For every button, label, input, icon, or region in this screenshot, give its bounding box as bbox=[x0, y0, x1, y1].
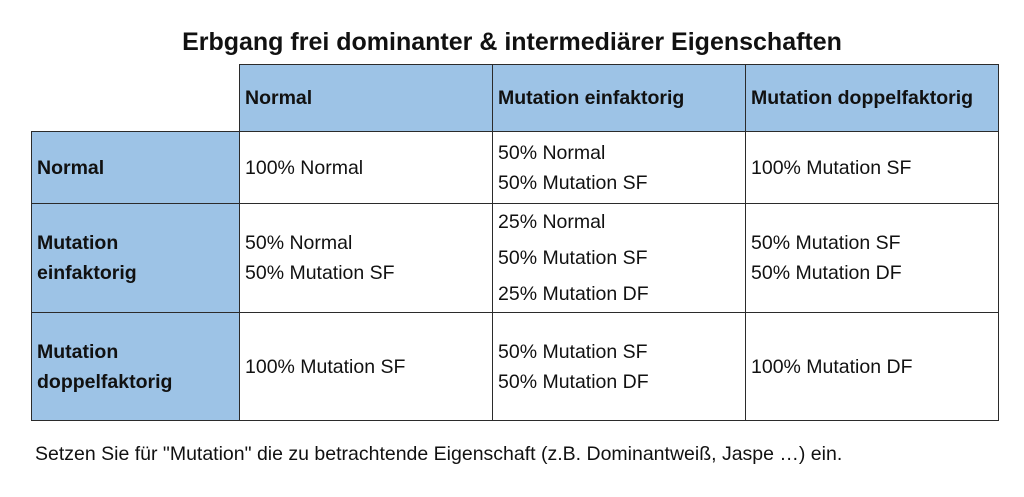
row-header-line: Mutation bbox=[37, 340, 119, 363]
cell-line: 25% Mutation DF bbox=[498, 283, 649, 305]
table-cell: 100% Mutation DF bbox=[745, 312, 999, 421]
cell-line: 100% Mutation SF bbox=[245, 355, 406, 378]
column-header-mutation-einfaktorig: Mutation einfaktorig bbox=[492, 64, 746, 132]
table-row-normal: Normal 100% Normal 50% Normal 50% Mutati… bbox=[31, 131, 999, 204]
table-cell: 50% Mutation SF 50% Mutation DF bbox=[745, 203, 999, 313]
table-cell: 100% Mutation SF bbox=[239, 312, 493, 421]
table-cell: 100% Mutation SF bbox=[745, 131, 999, 204]
cell-line: 50% Mutation DF bbox=[751, 262, 902, 284]
cell-line: 50% Mutation SF bbox=[245, 262, 395, 284]
table-cell: 50% Normal 50% Mutation SF bbox=[239, 203, 493, 313]
table-cell: 50% Mutation SF 50% Mutation DF bbox=[492, 312, 746, 421]
cell-line: 100% Mutation DF bbox=[751, 355, 913, 378]
column-header-mutation-doppelfaktorig: Mutation doppelfaktorig bbox=[745, 64, 999, 132]
footnote: Setzen Sie für "Mutation" die zu betrach… bbox=[35, 443, 843, 465]
table-cell: 25% Normal 50% Mutation SF 25% Mutation … bbox=[492, 203, 746, 313]
cell-line: 100% Normal bbox=[245, 156, 364, 179]
cell-line: 50% Mutation SF bbox=[498, 171, 648, 194]
row-header-normal: Normal bbox=[31, 131, 240, 204]
cell-line: 50% Mutation SF bbox=[498, 340, 648, 363]
cell-line: 50% Normal bbox=[245, 232, 353, 254]
table-row-mutation-doppelfaktorig: Mutation doppelfaktorig 100% Mutation SF… bbox=[31, 312, 999, 421]
cell-line: 50% Normal bbox=[498, 141, 606, 164]
cell-line: 25% Normal bbox=[498, 211, 606, 233]
row-header-mutation-doppelfaktorig: Mutation doppelfaktorig bbox=[31, 312, 240, 421]
row-header-line: einfaktorig bbox=[37, 262, 137, 284]
cell-line: 50% Mutation SF bbox=[498, 247, 648, 269]
table-cell: 50% Normal 50% Mutation SF bbox=[492, 131, 746, 204]
table-title: Erbgang frei dominanter & intermediärer … bbox=[182, 28, 842, 56]
cell-line: 100% Mutation SF bbox=[751, 156, 912, 179]
cell-line: 50% Mutation SF bbox=[751, 232, 901, 254]
inheritance-table: Normal Mutation einfaktorig Mutation dop… bbox=[31, 64, 999, 421]
row-header-mutation-einfaktorig: Mutation einfaktorig bbox=[31, 203, 240, 313]
table-header-row: Normal Mutation einfaktorig Mutation dop… bbox=[31, 64, 999, 132]
table-cell: 100% Normal bbox=[239, 131, 493, 204]
corner-cell bbox=[31, 64, 240, 132]
row-header-line: Mutation bbox=[37, 232, 119, 254]
table-row-mutation-einfaktorig: Mutation einfaktorig 50% Normal 50% Muta… bbox=[31, 203, 999, 313]
cell-line: 50% Mutation DF bbox=[498, 370, 649, 393]
row-header-line: Normal bbox=[37, 156, 105, 179]
column-header-normal: Normal bbox=[239, 64, 493, 132]
row-header-line: doppelfaktorig bbox=[37, 370, 173, 393]
